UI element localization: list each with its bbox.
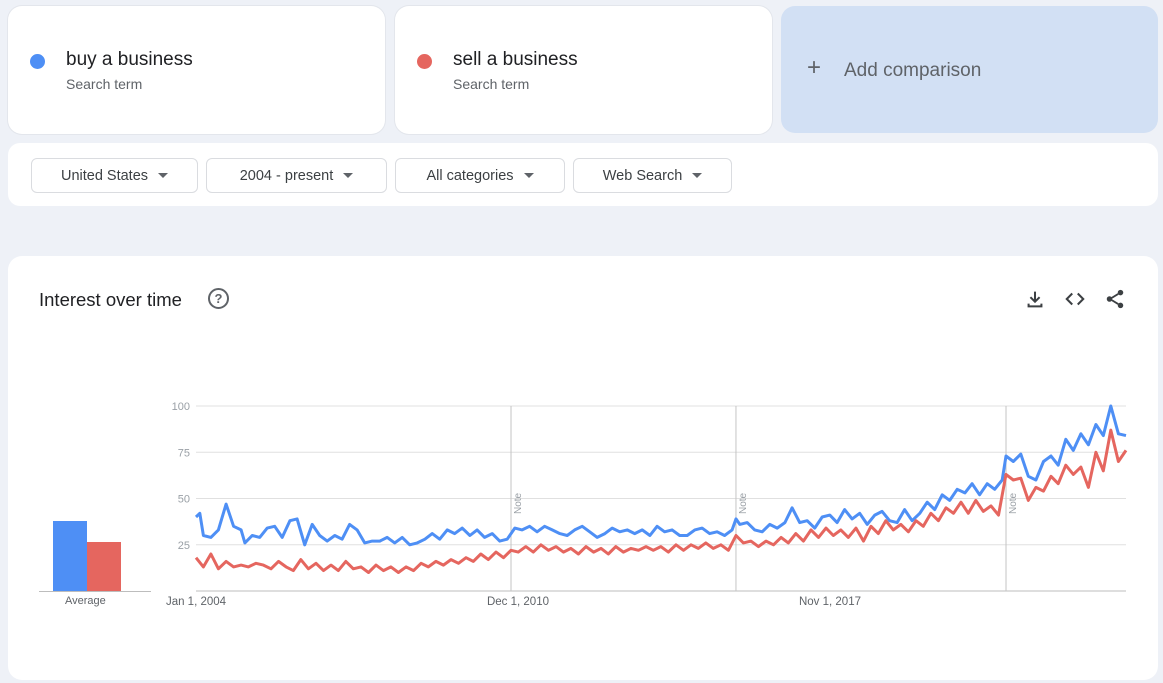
- time-range-dropdown[interactable]: 2004 - present: [206, 158, 387, 193]
- note-label: Note: [513, 492, 524, 514]
- y-tick-label: 50: [178, 494, 190, 506]
- y-tick-label: 75: [178, 447, 190, 459]
- interest-line-chart[interactable]: 25 50 75 100 Note Note Note Jan 1, 2004 Dec 1, 2…: [8, 256, 1158, 680]
- average-label: Average: [65, 595, 106, 607]
- search-type-dropdown-label: Web Search: [602, 167, 683, 184]
- term-card-buy-a-business[interactable]: buy a business Search term: [8, 6, 385, 134]
- series-line-buy-a-business: [194, 404, 1127, 547]
- search-type-dropdown[interactable]: Web Search: [573, 158, 732, 193]
- average-axis: [39, 591, 151, 592]
- interest-over-time-card: Interest over time ? Average 25 50 75 100 No…: [8, 256, 1158, 680]
- share-icon[interactable]: [1104, 288, 1126, 310]
- chevron-down-icon: [343, 173, 354, 178]
- help-icon[interactable]: ?: [208, 288, 229, 309]
- series-line-sell-a-business: [194, 428, 1128, 574]
- y-tick-label: 100: [172, 401, 190, 413]
- add-comparison-label: Add comparison: [844, 60, 982, 81]
- category-dropdown[interactable]: All categories: [395, 158, 565, 193]
- term-card-sell-a-business[interactable]: sell a business Search term: [395, 6, 772, 134]
- embed-icon[interactable]: [1064, 288, 1086, 310]
- term-name[interactable]: buy a business: [66, 49, 193, 70]
- add-comparison-button[interactable]: + Add comparison: [781, 6, 1158, 133]
- term-name[interactable]: sell a business: [453, 49, 578, 70]
- average-bar-sell-a-business: [87, 542, 121, 591]
- note-label: Note: [1008, 492, 1019, 514]
- term-type-label: Search term: [453, 76, 530, 92]
- chart-title: Interest over time: [39, 289, 182, 310]
- note-label: Note: [738, 492, 749, 514]
- region-dropdown[interactable]: United States: [31, 158, 198, 193]
- series-color-dot: [417, 54, 432, 69]
- series-color-dot: [30, 54, 45, 69]
- chevron-down-icon: [523, 173, 534, 178]
- x-tick-label: Nov 1, 2017: [799, 596, 861, 608]
- chevron-down-icon: [158, 173, 169, 178]
- y-tick-label: 25: [178, 540, 190, 552]
- plus-icon: +: [807, 54, 822, 81]
- time-range-dropdown-label: 2004 - present: [239, 167, 334, 184]
- region-dropdown-label: United States: [60, 167, 149, 184]
- term-type-label: Search term: [66, 76, 143, 92]
- average-bar-buy-a-business: [53, 520, 87, 591]
- x-tick-label: Jan 1, 2004: [166, 596, 227, 608]
- chevron-down-icon: [692, 173, 703, 178]
- download-icon[interactable]: [1024, 288, 1046, 310]
- filter-bar: United States 2004 - present All categor…: [8, 143, 1158, 206]
- category-dropdown-label: All categories: [426, 167, 514, 184]
- x-tick-label: Dec 1, 2010: [487, 596, 549, 608]
